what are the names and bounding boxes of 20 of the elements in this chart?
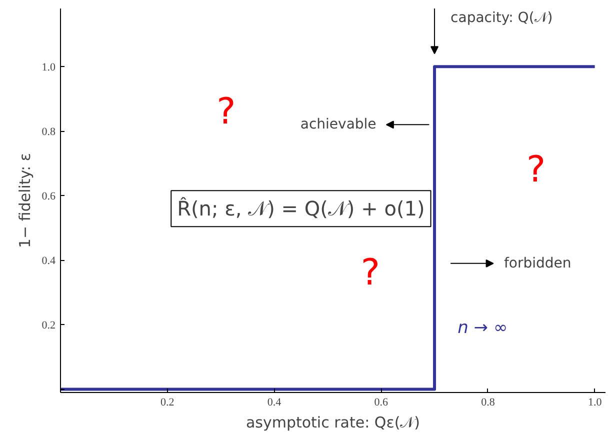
annotation: ? <box>526 149 546 190</box>
y-tick-label: 0.6 <box>42 190 56 203</box>
y-tick-label: 0.8 <box>42 126 56 138</box>
y-tick-label: 0.4 <box>42 255 56 268</box>
x-axis-title: asymptotic rate: Qε(𝒩) <box>246 414 420 432</box>
annotation: ? <box>216 91 236 132</box>
x-tick-label: 0.8 <box>481 396 496 408</box>
y-tick-label: 1.0 <box>42 62 56 74</box>
x-tick-label: 1.0 <box>588 396 602 408</box>
y-axis-title: 1− fidelity: ε <box>16 152 34 248</box>
annotation: n → ∞ <box>458 318 508 338</box>
x-tick-label: 0.6 <box>374 396 388 408</box>
x-tick-label: 0.2 <box>160 396 174 408</box>
x-tick-label: 0.4 <box>267 396 282 408</box>
annotation: capacity: Q(𝒩) <box>450 10 553 26</box>
annotation: R̂(n; ε, 𝒩) = Q(𝒩) + o(1) <box>177 196 425 221</box>
annotation: ? <box>360 252 380 294</box>
annotation: forbidden <box>504 255 572 272</box>
annotation: achievable <box>300 116 376 133</box>
y-tick-label: 0.2 <box>42 320 56 332</box>
